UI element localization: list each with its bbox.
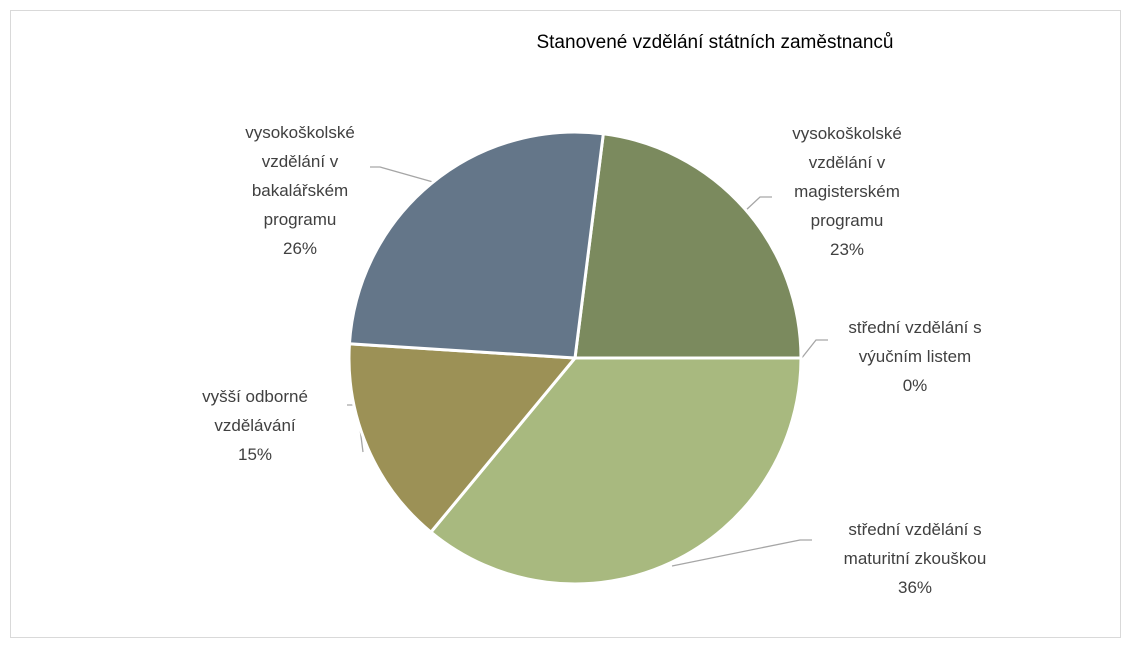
slice bbox=[347, 130, 606, 360]
category-label: vysokoškolské vzdělání v bakalářském pro… bbox=[245, 123, 355, 229]
slices bbox=[347, 130, 803, 586]
leader-line bbox=[671, 539, 812, 567]
leader-lines bbox=[347, 166, 828, 567]
category-label: střední vzdělání s výučním listem bbox=[848, 318, 982, 366]
data-label: střední vzdělání s výučním listem 0% bbox=[828, 313, 1003, 400]
category-label: vyšší odborné vzdělávání bbox=[202, 387, 308, 435]
percent-label: 15% bbox=[237, 445, 273, 464]
chart-title: Stanovené vzdělání státních zaměstnanců bbox=[536, 32, 894, 53]
percent-label: 26% bbox=[282, 239, 318, 258]
category-label: vysokoškolské vzdělání v magisterském pr… bbox=[792, 124, 902, 230]
percent-label: 0% bbox=[902, 376, 928, 395]
data-label: střední vzdělání s maturitní zkouškou 36% bbox=[825, 515, 1005, 602]
slice bbox=[347, 342, 579, 535]
leader-line bbox=[800, 339, 828, 360]
data-label: vysokoškolské vzdělání v magisterském pr… bbox=[782, 119, 912, 264]
percent-label: 23% bbox=[829, 240, 865, 259]
leader-line bbox=[370, 166, 434, 183]
percent-label: 36% bbox=[897, 578, 933, 597]
data-label: vyšší odborné vzdělávání 15% bbox=[190, 382, 320, 469]
slice bbox=[573, 132, 803, 360]
leader-line bbox=[744, 196, 772, 212]
category-label: střední vzdělání s maturitní zkouškou bbox=[843, 520, 987, 568]
data-label: vysokoškolské vzdělání v bakalářském pro… bbox=[235, 118, 365, 263]
slice bbox=[428, 356, 803, 586]
